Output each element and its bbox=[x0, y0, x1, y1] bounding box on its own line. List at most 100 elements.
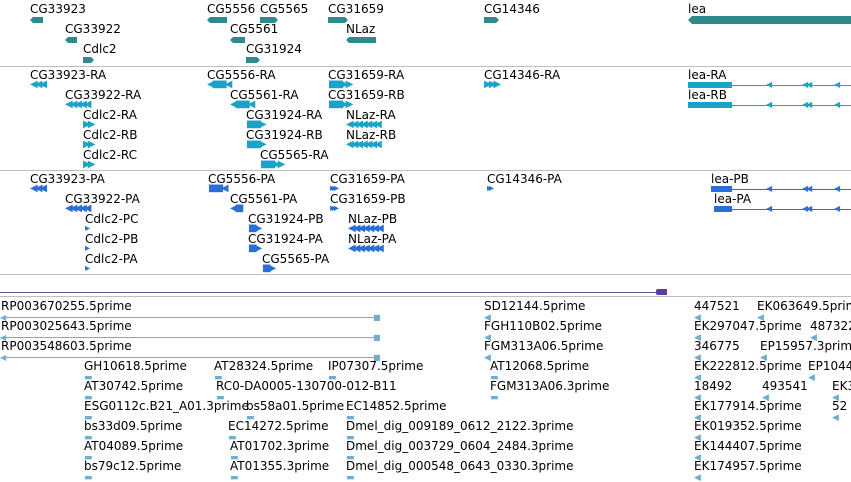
est-block: ▬ bbox=[230, 473, 239, 482]
gene-label: CG5565 bbox=[260, 2, 309, 16]
est-label: Dmel_dig_009189_0612_2122.3prime bbox=[346, 419, 574, 433]
protein-label: CG31659-PB bbox=[330, 192, 406, 206]
est-label: EK144407.5prime bbox=[694, 439, 802, 453]
est-label: AT01355.3prime bbox=[230, 459, 330, 473]
est-block: ◀ bbox=[484, 333, 491, 343]
gene-glyph bbox=[260, 17, 278, 23]
gene-label: CG5561 bbox=[230, 22, 279, 36]
plus-strand-arrows: ■■▶ bbox=[246, 139, 267, 150]
est-block: ▬ bbox=[84, 433, 93, 443]
est-block: ◀ bbox=[694, 373, 701, 383]
est-label: EK297047.5prime bbox=[694, 319, 802, 333]
gene-label: Cdlc2 bbox=[83, 42, 117, 56]
est-label: FGH110B02.5prime bbox=[484, 319, 603, 333]
protein-label: CG31924-PB bbox=[248, 212, 324, 226]
est-block: ▬ bbox=[214, 373, 223, 383]
est-block: ◀ bbox=[694, 433, 701, 443]
minus-strand-arrows: ◀◀ bbox=[802, 100, 812, 109]
gene-label: NLaz bbox=[346, 22, 376, 36]
minus-strand-arrows: ◀ bbox=[834, 80, 841, 89]
est-block: ■ bbox=[373, 313, 381, 322]
est-label: 346775 bbox=[694, 339, 740, 353]
est-block: ▬ bbox=[84, 453, 93, 463]
est-label: RP003025643.5prime bbox=[1, 319, 132, 333]
est-label: IP07307.5prime bbox=[328, 359, 424, 373]
minus-strand-arrows: ◀ bbox=[766, 204, 773, 213]
transcript-exon bbox=[688, 102, 732, 108]
est-block: ▬ bbox=[346, 413, 355, 423]
plus-strand-arrows: ▶▶ bbox=[83, 139, 96, 150]
est-label: AT30742.5prime bbox=[84, 379, 184, 393]
est-label: EK177914.5prime bbox=[694, 399, 802, 413]
gene-glyph bbox=[688, 16, 851, 24]
minus-strand-arrows: ◀◀ bbox=[802, 184, 812, 193]
transcript-exon bbox=[688, 82, 732, 88]
est-block: ▬ bbox=[346, 433, 355, 443]
plus-strand-arrows: ■■▶ bbox=[246, 119, 267, 130]
est-label: 52 bbox=[832, 399, 848, 413]
minus-strand-arrows: ◀■■◀ bbox=[207, 79, 232, 90]
est-block: ◀ bbox=[757, 313, 764, 323]
track-separator bbox=[0, 296, 851, 297]
minus-strand-arrows: ◀◀◀◀◀◀◀ bbox=[348, 223, 384, 234]
track-separator bbox=[0, 170, 851, 171]
minus-strand-arrows: ◀ bbox=[834, 204, 841, 213]
est-block: ◀ bbox=[694, 353, 701, 363]
est-track: RP003670255.5prime ◀ ■ RP003025643.5prim… bbox=[0, 297, 851, 482]
est-label: RP003670255.5prime bbox=[1, 299, 132, 313]
minus-strand-arrows: ◀ bbox=[766, 184, 773, 193]
transcript-intron-line bbox=[732, 85, 851, 86]
protein-label: CG5565-PA bbox=[262, 252, 330, 266]
transcript-track: CG33923-RA ◀◀◀ CG33922-RA ◀◀◀◀◀ Cdlc2-RA… bbox=[0, 67, 851, 170]
est-label: RC0-DA0005-130700-012-B11 bbox=[216, 379, 397, 393]
minus-strand-arrows: ◀ bbox=[834, 100, 841, 109]
est-block: ▬ bbox=[84, 373, 93, 383]
est-label: EK019352.5prime bbox=[694, 419, 802, 433]
gene-glyph bbox=[230, 37, 245, 43]
minus-strand-arrows: ◀◀◀◀◀ bbox=[65, 99, 92, 110]
transcript-label: CG5565-RA bbox=[260, 148, 329, 162]
est-block: ▬ bbox=[84, 393, 93, 403]
est-line bbox=[1, 357, 380, 358]
gene-track: CG33923 CG33922 Cdlc2 CG5556 CG5565 CG55… bbox=[0, 0, 851, 66]
gene-label: CG31924 bbox=[246, 42, 302, 56]
contig-end-marker[interactable] bbox=[656, 289, 667, 295]
gene-glyph bbox=[484, 17, 499, 23]
est-label: Dmel_dig_003729_0604_2484.3prime bbox=[346, 439, 574, 453]
est-label: 487322 bbox=[810, 319, 851, 333]
protein-label: CG33923-PA bbox=[30, 172, 105, 186]
minus-strand-arrows: ◀◀◀◀◀◀◀ bbox=[346, 119, 382, 130]
transcript-label: CG14346-RA bbox=[484, 68, 561, 82]
transcript-label: lea-RB bbox=[688, 88, 727, 102]
est-label: FGM313A06.5prime bbox=[484, 339, 604, 353]
est-label: ESG0112c.B21_A01.3prime bbox=[84, 399, 249, 413]
track-separator bbox=[0, 66, 851, 67]
est-block: ◀ bbox=[832, 413, 839, 423]
gene-label: CG31659 bbox=[328, 2, 384, 16]
transcript-label: CG33922-RA bbox=[65, 88, 142, 102]
contig-line bbox=[0, 292, 660, 293]
minus-strand-arrows: ◀ bbox=[766, 80, 773, 89]
contig-track bbox=[0, 275, 851, 296]
transcript-label: NLaz-RA bbox=[346, 108, 396, 122]
est-block: ▬ bbox=[216, 393, 225, 403]
protein-label: CG5561-PA bbox=[230, 192, 298, 206]
est-label: bs58a01.5prime bbox=[246, 399, 345, 413]
protein-label: CG31659-PA bbox=[330, 172, 405, 186]
plus-strand-arrows: ■▶ bbox=[262, 263, 276, 274]
est-block: ◀ bbox=[694, 393, 701, 403]
est-block: ▬ bbox=[346, 473, 355, 482]
plus-strand-arrows: ■■▶▶ bbox=[328, 79, 353, 90]
minus-strand-arrows: ◀◀◀◀◀ bbox=[65, 203, 92, 214]
protein-label: Cdlc2-PA bbox=[85, 252, 138, 266]
plus-strand-arrows: ▶▶▶ bbox=[484, 79, 501, 90]
gene-glyph bbox=[328, 17, 348, 23]
est-label: EK3 bbox=[832, 379, 851, 393]
est-label: AT28324.5prime bbox=[214, 359, 314, 373]
protein-label: NLaz-PA bbox=[348, 232, 397, 246]
est-label: EK174957.5prime bbox=[694, 459, 802, 473]
protein-intron-line bbox=[732, 209, 851, 210]
protein-label: CG14346-PA bbox=[487, 172, 562, 186]
gene-label: CG33923 bbox=[30, 2, 86, 16]
